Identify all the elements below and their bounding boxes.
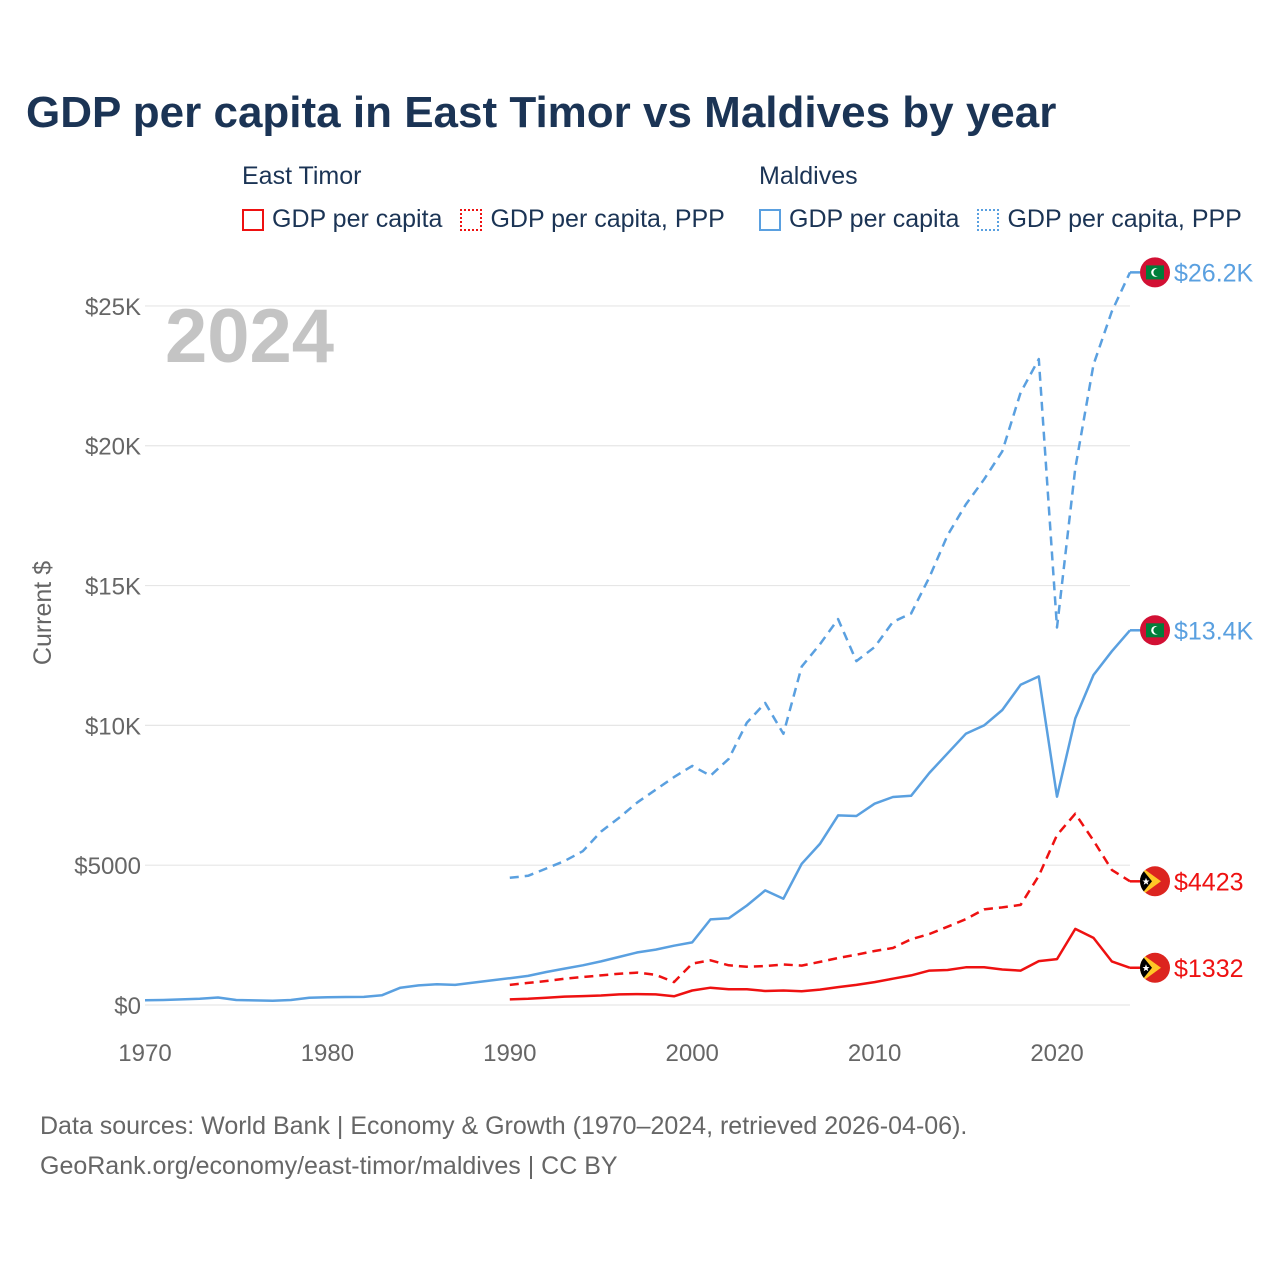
x-tick-label: 1980 <box>301 1040 354 1067</box>
series-line-east-timor-gdp-per-capita-ppp <box>509 812 1131 987</box>
year-watermark: 2024 <box>165 294 334 379</box>
series-line-east-timor-gdp-per-capita <box>509 927 1131 1001</box>
x-tick-label: 2020 <box>1030 1040 1083 1067</box>
x-tick-label: 2010 <box>848 1040 901 1067</box>
series-end-label: $4423 <box>1174 868 1244 896</box>
x-tick-label: 1970 <box>118 1040 171 1067</box>
y-tick-label: $10K <box>85 713 141 740</box>
maldives-flag-icon <box>1140 615 1170 646</box>
legend-item-east-timor-gdp-ppp[interactable]: GDP per capita, PPP <box>460 205 725 234</box>
legend-swatch-solid <box>759 208 781 231</box>
line-chart: 2024 $0 $5000 $10K $15K $20K $25K 1970 1980 1990… <box>29 257 1254 1067</box>
legend-item-maldives-gdp[interactable]: GDP per capita <box>759 205 959 234</box>
x-tick-label: 2000 <box>666 1040 719 1067</box>
east-timor-flag-icon <box>1140 952 1170 983</box>
y-axis-title: Current $ <box>29 561 57 665</box>
series-end-label: $1332 <box>1174 955 1244 983</box>
series-end-label: $26.2K <box>1174 259 1254 287</box>
legend-maldives: Maldives GDP per capita GDP per capita, … <box>759 162 1260 234</box>
east-timor-flag-icon <box>1140 866 1170 897</box>
legend-label: GDP per capita <box>272 205 443 233</box>
legend-heading-east-timor: East Timor <box>242 162 362 190</box>
legend-swatch-dotted <box>977 208 1000 231</box>
x-tick-label: 1990 <box>483 1040 536 1067</box>
y-tick-label: $20K <box>85 434 141 461</box>
chart-title: GDP per capita in East Timor vs Maldives… <box>26 88 1057 137</box>
legend-east-timor: East Timor GDP per capita GDP per capita… <box>242 162 743 234</box>
series-line-maldives-gdp-per-capita-ppp <box>509 271 1132 880</box>
maldives-flag-icon <box>1140 257 1170 288</box>
legend-label: GDP per capita, PPP <box>490 205 725 233</box>
legend-item-maldives-gdp-ppp[interactable]: GDP per capita, PPP <box>977 205 1242 234</box>
y-tick-label: $0 <box>114 993 141 1020</box>
y-tick-label: $5000 <box>74 853 141 880</box>
footer-sources: Data sources: World Bank | Economy & Gro… <box>40 1112 968 1140</box>
series-line-maldives-gdp-per-capita <box>144 629 1131 1002</box>
y-tick-label: $25K <box>85 294 141 321</box>
legend-swatch-solid <box>242 208 264 231</box>
footer-link[interactable]: GeoRank.org/economy/east-timor/maldives … <box>40 1152 618 1180</box>
y-tick-label: $15K <box>85 574 141 601</box>
legend-swatch-dotted <box>460 208 483 231</box>
series-end-label: $13.4K <box>1174 617 1254 645</box>
legend-heading-maldives: Maldives <box>759 162 858 190</box>
legend-label: GDP per capita, PPP <box>1007 205 1242 233</box>
footer: Data sources: World Bank | Economy & Gro… <box>40 1106 967 1186</box>
legend-label: GDP per capita <box>789 205 960 233</box>
legend-item-east-timor-gdp[interactable]: GDP per capita <box>242 205 442 234</box>
